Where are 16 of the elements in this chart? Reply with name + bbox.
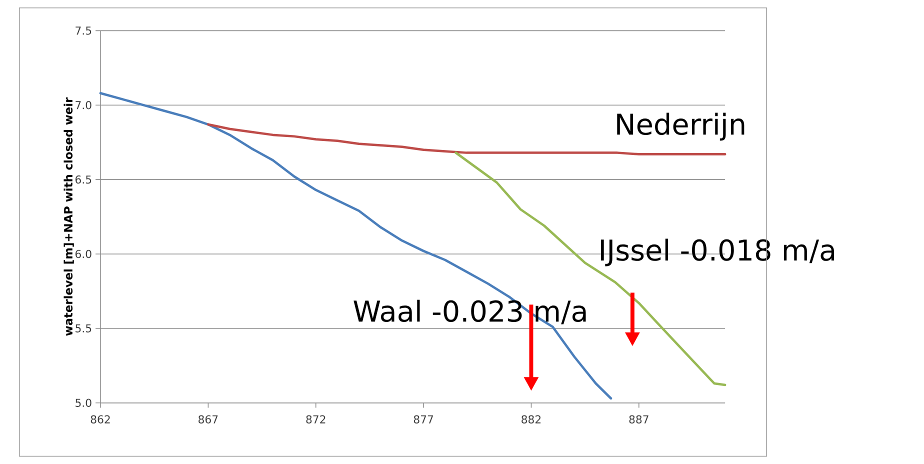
series-label: Waal -0.023 m/a [354,300,586,324]
series-label: IJssel -0.018 m/a [601,238,834,266]
y-tick-label: 7.0 [76,100,92,110]
x-tick-label: 882 [522,415,541,424]
y-tick-label: 6.0 [76,250,92,258]
y-axis-title: waterlevel [m]+NAP with closed weir [64,97,74,336]
x-tick-label: 867 [198,415,218,424]
y-tick-label: 5.0 [76,398,92,407]
x-tick-label: 887 [629,415,648,424]
y-tick-label: 6.5 [76,175,92,184]
x-tick-label: 872 [306,415,326,424]
y-tick-label: 5.5 [76,324,92,332]
x-tick-label: 862 [90,415,110,424]
x-tick-label: 877 [414,415,433,424]
y-tick-label: 7.5 [76,26,92,35]
series-label: Nederrijn [617,112,744,140]
